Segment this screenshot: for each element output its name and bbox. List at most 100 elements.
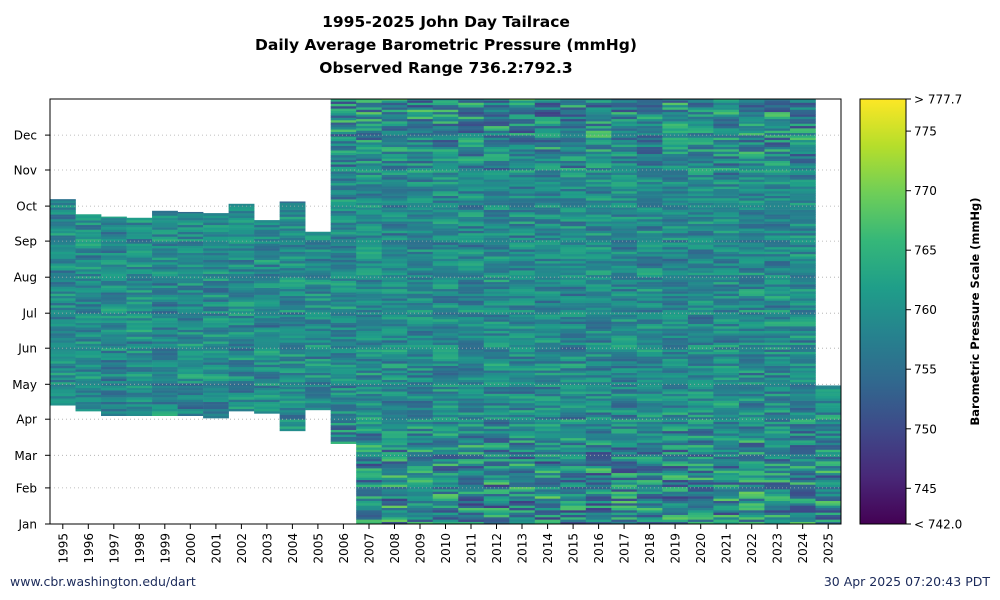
colorbar-title: Barometric Pressure Scale (mmHg): [968, 197, 982, 425]
heatmap-cell: [203, 269, 229, 272]
heatmap-cell: [764, 365, 791, 369]
heatmap-cell: [738, 225, 765, 229]
heatmap-cell: [611, 277, 638, 280]
heatmap-cell: [611, 279, 638, 283]
heatmap-cell: [764, 351, 791, 355]
heatmap-cell: [279, 246, 306, 250]
heatmap-cell: [662, 100, 689, 103]
heatmap-cell: [789, 365, 816, 369]
heatmap-cell: [789, 344, 816, 348]
heatmap-cell: [458, 370, 485, 373]
heatmap-cell: [407, 200, 434, 203]
heatmap-cell: [534, 153, 561, 157]
heatmap-cell: [381, 302, 408, 306]
heatmap-cell: [432, 430, 459, 434]
heatmap-cell: [483, 179, 510, 182]
heatmap-cell: [279, 202, 306, 206]
heatmap-cell: [356, 214, 383, 217]
heatmap-cell: [356, 291, 383, 294]
heatmap-cell: [764, 489, 791, 492]
heatmap-cell: [560, 351, 587, 355]
heatmap-cell: [560, 151, 587, 155]
heatmap-cell: [177, 224, 204, 228]
heatmap-cell: [560, 388, 587, 392]
heatmap-cell: [662, 121, 689, 124]
heatmap-cell: [662, 151, 689, 155]
heatmap-cell: [662, 482, 689, 485]
heatmap-cell: [254, 227, 280, 230]
heatmap-cell: [764, 337, 791, 341]
heatmap-cell: [330, 112, 357, 116]
heatmap-cell: [458, 149, 485, 152]
heatmap-cell: [356, 326, 383, 329]
heatmap-cell: [483, 517, 510, 520]
heatmap-cell: [381, 230, 408, 234]
heatmap-cell: [687, 472, 714, 476]
heatmap-cell: [152, 399, 178, 403]
heatmap-cell: [152, 306, 178, 309]
heatmap-cell: [75, 331, 102, 335]
heatmap-cell: [432, 307, 459, 311]
heatmap-cell: [483, 333, 510, 336]
heatmap-cell: [560, 202, 587, 206]
heatmap-cell: [330, 229, 357, 233]
heatmap-cell: [738, 314, 765, 318]
heatmap-cell: [611, 300, 638, 304]
heatmap-cell: [356, 333, 383, 336]
heatmap-cell: [611, 465, 638, 469]
heatmap-cell: [483, 454, 510, 457]
heatmap-cell: [50, 300, 76, 304]
heatmap-cell: [789, 433, 816, 436]
heatmap-cell: [611, 319, 638, 322]
heatmap-cell: [126, 257, 153, 260]
heatmap-cell: [509, 409, 536, 413]
x-tick-label: 2023: [771, 533, 785, 564]
heatmap-cell: [789, 267, 816, 271]
heatmap-cell: [509, 465, 536, 469]
heatmap-cell: [560, 298, 587, 301]
heatmap-cell: [483, 347, 510, 350]
heatmap-cell: [356, 230, 383, 234]
heatmap-cell: [305, 256, 331, 259]
heatmap-cell: [764, 251, 791, 255]
heatmap-cell: [432, 144, 459, 148]
heatmap-cell: [585, 253, 612, 257]
heatmap-cell: [330, 420, 357, 423]
heatmap-cell: [585, 416, 612, 420]
heatmap-cell: [815, 388, 842, 392]
footer-source-link[interactable]: www.cbr.washington.edu/dart: [10, 574, 196, 589]
heatmap-cell: [585, 321, 612, 325]
colorbar-tick-label: 745: [914, 482, 937, 496]
heatmap-cell: [458, 328, 485, 332]
heatmap-cell: [738, 428, 765, 432]
heatmap-cell: [381, 291, 408, 294]
heatmap-cell: [203, 366, 229, 370]
heatmap-cell: [509, 470, 536, 474]
heatmap-cell: [789, 156, 816, 159]
heatmap-cell: [585, 186, 612, 189]
heatmap-cell: [560, 514, 587, 518]
heatmap-cell: [152, 217, 178, 221]
heatmap-cell: [279, 221, 306, 224]
heatmap-cell: [75, 287, 102, 291]
heatmap-cell: [560, 100, 587, 103]
heatmap-cell: [432, 521, 459, 525]
heatmap-cell: [738, 388, 765, 392]
heatmap-cell: [585, 156, 612, 159]
heatmap-cell: [789, 489, 816, 492]
heatmap-cell: [432, 265, 459, 269]
heatmap-cell: [560, 163, 587, 166]
heatmap-cell: [560, 309, 587, 313]
heatmap-cell: [738, 451, 765, 455]
heatmap-cell: [509, 149, 536, 152]
heatmap-cell: [560, 454, 587, 457]
heatmap-cell: [764, 230, 791, 234]
heatmap-cell: [254, 392, 280, 396]
heatmap-cell: [789, 402, 816, 406]
heatmap-cell: [356, 316, 383, 320]
heatmap-cell: [126, 366, 153, 370]
heatmap-cell: [687, 221, 714, 224]
heatmap-cell: [662, 228, 689, 231]
heatmap-cell: [126, 243, 153, 247]
heatmap-cell: [662, 381, 689, 385]
